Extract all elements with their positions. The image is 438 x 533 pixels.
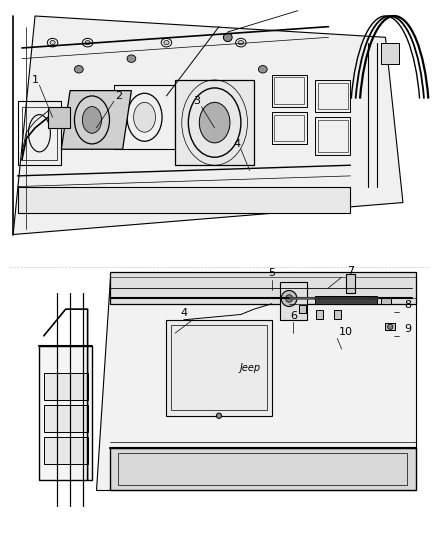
Ellipse shape <box>50 41 55 45</box>
Bar <box>110 277 416 298</box>
Ellipse shape <box>388 324 393 329</box>
Text: 1: 1 <box>32 75 39 85</box>
Text: 2: 2 <box>115 91 122 101</box>
Bar <box>110 448 416 490</box>
Bar <box>44 405 88 432</box>
Ellipse shape <box>223 33 232 42</box>
Bar <box>274 115 304 141</box>
Text: Jeep: Jeep <box>239 363 260 373</box>
Bar <box>48 107 70 128</box>
Ellipse shape <box>74 66 83 73</box>
Bar <box>334 310 341 319</box>
Bar <box>315 296 377 304</box>
Text: 5: 5 <box>268 269 275 278</box>
Bar <box>114 85 175 149</box>
Ellipse shape <box>134 102 155 132</box>
Text: 4: 4 <box>180 309 187 318</box>
Text: 7: 7 <box>347 266 354 276</box>
Bar <box>44 437 88 464</box>
Ellipse shape <box>238 41 244 45</box>
Bar <box>166 320 272 416</box>
Text: 3: 3 <box>194 96 201 106</box>
Bar <box>318 83 348 109</box>
Bar <box>299 305 306 313</box>
Bar <box>18 101 61 165</box>
Polygon shape <box>61 91 131 149</box>
Bar <box>315 80 350 112</box>
Bar <box>346 274 355 293</box>
Ellipse shape <box>281 290 297 306</box>
Bar <box>381 43 399 64</box>
Bar <box>385 323 395 330</box>
Ellipse shape <box>127 55 136 62</box>
Text: 4: 4 <box>233 139 240 149</box>
Bar <box>272 75 307 107</box>
Polygon shape <box>96 277 416 490</box>
Ellipse shape <box>85 41 90 45</box>
Bar <box>110 272 416 304</box>
Ellipse shape <box>199 102 230 143</box>
Text: 8: 8 <box>404 301 411 310</box>
Bar <box>118 453 407 485</box>
Ellipse shape <box>216 413 222 418</box>
Text: 10: 10 <box>339 327 353 337</box>
Ellipse shape <box>286 295 293 302</box>
Bar <box>316 310 323 319</box>
Bar <box>318 120 348 152</box>
Bar <box>274 77 304 104</box>
Ellipse shape <box>258 66 267 73</box>
Bar <box>44 373 88 400</box>
Bar <box>175 80 254 165</box>
Text: 9: 9 <box>404 325 411 334</box>
Bar <box>280 282 307 320</box>
Bar <box>39 346 92 480</box>
Polygon shape <box>13 16 403 235</box>
Bar <box>18 187 350 213</box>
Bar <box>315 117 350 155</box>
Text: 6: 6 <box>290 311 297 321</box>
Bar <box>22 107 57 160</box>
Bar <box>272 112 307 144</box>
Ellipse shape <box>164 41 169 45</box>
Ellipse shape <box>82 107 102 133</box>
Bar <box>171 325 267 410</box>
Bar <box>381 297 391 304</box>
